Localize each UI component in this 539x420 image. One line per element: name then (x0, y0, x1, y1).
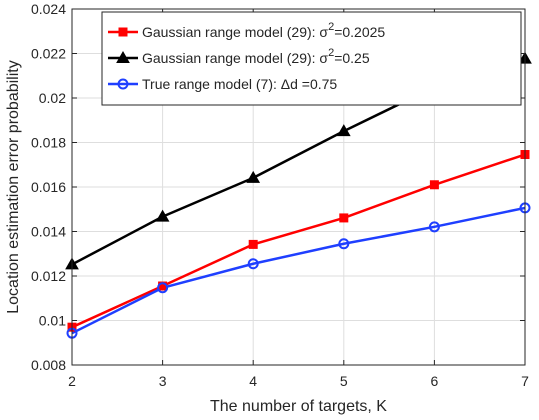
data-point-circle-marker (428, 221, 440, 233)
data-point-square-marker (339, 213, 349, 223)
data-point-square-marker (248, 239, 258, 249)
data-point-square-marker (429, 180, 439, 190)
y-axis-label: Location estimation error probability (5, 60, 22, 313)
y-tick-label: 0.016 (31, 179, 66, 195)
legend-entry-1: Gaussian range model (29): σ2=0.2025 (142, 21, 385, 40)
data-point-triangle-marker (336, 124, 351, 137)
legend-triangle-marker (116, 50, 130, 63)
series-line-3 (71, 206, 526, 335)
x-tick-label: 7 (521, 373, 529, 389)
x-tick-label: 4 (249, 373, 257, 389)
series-line-1 (71, 153, 526, 329)
y-tick-label: 0.012 (31, 268, 66, 284)
y-tick-label: 0.02 (39, 90, 66, 106)
data-point-circle-marker (247, 258, 259, 270)
y-axis-ticks: 0.008 0.01 0.012 0.014 0.016 0.018 0.02 0.022 0.… (31, 1, 525, 373)
y-tick-label: 0.024 (31, 1, 66, 17)
legend: Gaussian range model (29): σ2=0.2025 Gaus… (101, 11, 522, 106)
x-tick-label: 3 (159, 373, 167, 389)
y-tick-label: 0.008 (31, 357, 66, 373)
legend-box (101, 11, 522, 106)
y-tick-label: 0.018 (31, 135, 66, 151)
legend-entry-3: True range model (7): Δd =0.75 (142, 76, 337, 92)
x-tick-label: 5 (340, 373, 348, 389)
x-axis-label: The number of targets, K (210, 398, 387, 415)
data-point-triangle-marker (155, 209, 170, 222)
data-point-circle-marker (157, 282, 169, 294)
legend-entry-2: Gaussian range model (29): σ2=0.25 (142, 47, 370, 66)
y-tick-label: 0.01 (39, 313, 66, 329)
legend-square-marker (118, 27, 128, 37)
data-point-triangle-marker (246, 170, 261, 183)
legend-circle-marker (117, 78, 129, 90)
y-tick-label: 0.014 (31, 224, 66, 240)
x-tick-label: 2 (68, 373, 76, 389)
data-point-circle-marker (338, 238, 350, 250)
y-tick-label: 0.022 (31, 46, 66, 62)
x-tick-label: 6 (431, 373, 439, 389)
